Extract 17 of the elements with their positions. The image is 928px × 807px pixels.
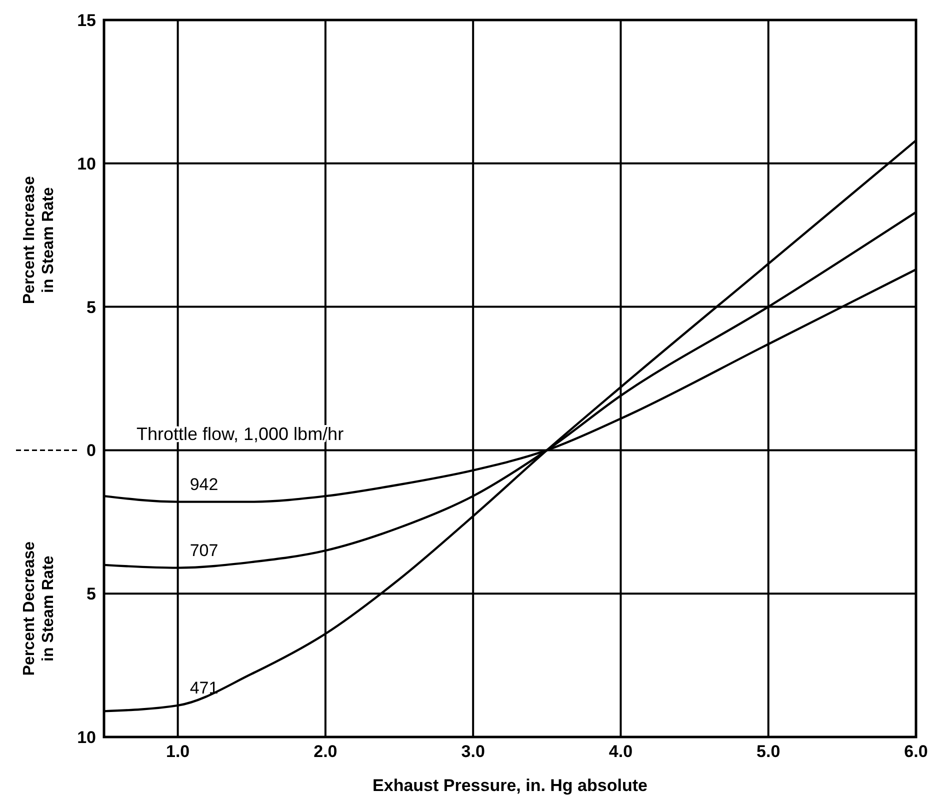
x-tick-label: 6.0 [904, 742, 928, 761]
y-tick-label: 5 [86, 298, 96, 317]
x-axis-title: Exhaust Pressure, in. Hg absolute [372, 776, 648, 795]
y-tick-label: 15 [77, 11, 96, 30]
series-label: 707 [190, 540, 218, 560]
y-tick-label: 10 [77, 154, 96, 174]
y-axis-title: Percent Increase in Steam Rate [21, 176, 57, 304]
series-label: 942 [190, 474, 218, 494]
y-tick-label: 10 [77, 728, 96, 747]
x-tick-label: 1.0 [166, 742, 190, 761]
x-tick-label: 3.0 [461, 742, 485, 761]
x-tick-label: 4.0 [608, 742, 633, 761]
y-tick-label: 5 [86, 584, 96, 604]
y-tick-label: 0 [86, 441, 96, 460]
x-tick-label: 2.0 [314, 742, 338, 761]
text: Percent Decrease in Steam Rate [21, 541, 57, 676]
x-tick-label: 5.0 [756, 742, 780, 761]
